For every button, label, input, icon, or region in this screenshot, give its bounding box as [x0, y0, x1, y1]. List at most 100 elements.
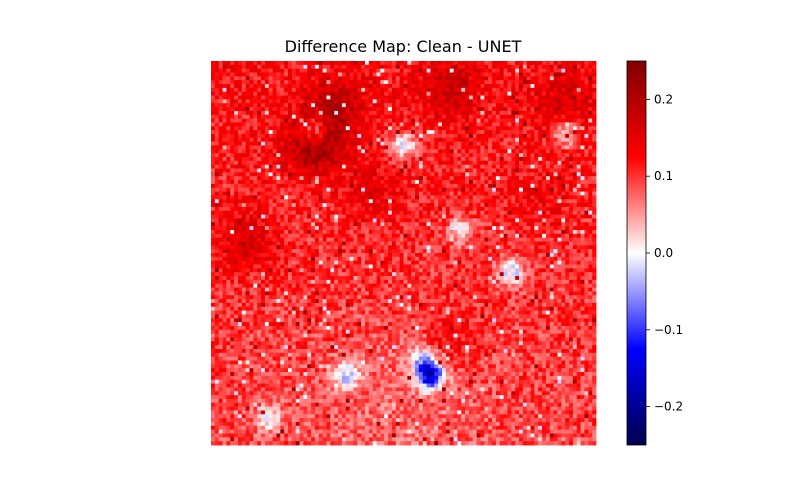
heatmap-cell	[499, 160, 504, 166]
heatmap-cell	[438, 126, 443, 131]
heatmap-cell	[457, 191, 462, 196]
heatmap-cell	[341, 206, 347, 212]
heatmap-cell	[284, 180, 289, 185]
heatmap-cell	[407, 218, 412, 223]
heatmap-cell	[461, 218, 466, 223]
heatmap-cell	[272, 172, 277, 177]
heatmap-cell	[438, 107, 443, 112]
heatmap-cell	[561, 61, 566, 66]
heatmap-cell	[572, 76, 578, 81]
heatmap-cell	[442, 72, 447, 77]
heatmap-cell	[349, 249, 354, 254]
heatmap-cell	[264, 153, 270, 158]
heatmap-cell	[484, 206, 489, 212]
heatmap-cell	[272, 141, 277, 146]
heatmap-cell	[388, 118, 393, 123]
heatmap-cell	[480, 183, 485, 189]
heatmap-cell	[519, 141, 524, 146]
heatmap-cell	[553, 61, 558, 66]
heatmap-cell	[511, 183, 516, 189]
heatmap-cell	[268, 164, 273, 169]
heatmap-cell	[438, 110, 443, 116]
heatmap-cell	[538, 229, 543, 235]
heatmap-cell	[314, 164, 320, 169]
heatmap-cell	[465, 68, 470, 73]
heatmap-cell	[388, 191, 393, 196]
heatmap-cell	[522, 191, 528, 196]
heatmap-cell	[311, 187, 316, 192]
heatmap-cell	[480, 157, 485, 162]
heatmap-cell	[395, 187, 401, 192]
heatmap-cell	[430, 206, 435, 212]
heatmap-cell	[365, 141, 370, 146]
heatmap-cell	[426, 168, 431, 173]
heatmap-cell	[511, 222, 516, 227]
heatmap-cell	[376, 241, 381, 246]
heatmap-cell	[291, 126, 297, 131]
heatmap-cell	[272, 122, 277, 127]
heatmap-cell	[476, 233, 481, 239]
heatmap-cell	[557, 214, 562, 219]
heatmap-cell	[434, 145, 439, 150]
heatmap-cell	[249, 218, 254, 223]
heatmap-cell	[380, 222, 385, 227]
heatmap-cell	[480, 110, 485, 116]
heatmap-cell	[303, 187, 308, 192]
heatmap-cell	[253, 110, 258, 116]
heatmap-cell	[407, 149, 412, 154]
heatmap-cell	[503, 241, 508, 246]
heatmap-cell	[538, 172, 543, 177]
heatmap-cell	[272, 160, 277, 166]
heatmap-cell	[457, 103, 462, 108]
heatmap-cell	[534, 122, 539, 127]
heatmap-cell	[415, 210, 420, 215]
heatmap-cell	[495, 64, 501, 70]
heatmap-cell	[495, 183, 501, 189]
heatmap-cell	[492, 141, 497, 146]
heatmap-cell	[318, 137, 324, 143]
heatmap-cell	[588, 68, 593, 73]
heatmap-cell	[422, 114, 427, 119]
heatmap-cell	[415, 133, 420, 139]
heatmap-cell	[403, 164, 408, 169]
heatmap-cell	[311, 195, 316, 200]
heatmap-cell	[438, 249, 443, 254]
heatmap-cell	[218, 226, 223, 231]
heatmap-cell	[561, 76, 566, 81]
heatmap-cell	[492, 68, 497, 73]
heatmap-cell	[480, 214, 485, 219]
heatmap-cell	[584, 122, 589, 127]
heatmap-cell	[534, 199, 539, 204]
heatmap-cell	[384, 229, 389, 235]
heatmap-cell	[288, 95, 293, 100]
heatmap-cell	[264, 141, 270, 146]
heatmap-cell	[261, 245, 266, 250]
heatmap-cell	[234, 149, 239, 154]
heatmap-cell	[434, 187, 439, 192]
heatmap-cell	[391, 91, 397, 96]
heatmap-cell	[395, 114, 401, 119]
heatmap-cell	[268, 153, 273, 158]
heatmap-cell	[484, 99, 489, 104]
heatmap-cell	[241, 72, 247, 77]
heatmap-cell	[395, 153, 401, 158]
heatmap-cell	[261, 141, 266, 146]
heatmap-cell	[399, 141, 404, 146]
heatmap-cell	[495, 210, 501, 215]
heatmap-cell	[218, 130, 223, 135]
heatmap-cell	[538, 114, 543, 119]
heatmap-cell	[430, 172, 435, 177]
heatmap-cell	[407, 76, 412, 81]
heatmap-cell	[214, 168, 220, 173]
heatmap-cell	[561, 99, 566, 104]
heatmap-cell	[399, 226, 404, 231]
heatmap-cell	[307, 133, 312, 139]
heatmap-cell	[376, 191, 381, 196]
heatmap-cell	[399, 87, 404, 93]
heatmap-cell	[211, 245, 216, 250]
heatmap-cell	[476, 160, 481, 166]
heatmap-cell	[264, 210, 270, 215]
heatmap-cell	[341, 157, 347, 162]
heatmap-cell	[330, 249, 335, 254]
heatmap-cell	[468, 72, 474, 77]
